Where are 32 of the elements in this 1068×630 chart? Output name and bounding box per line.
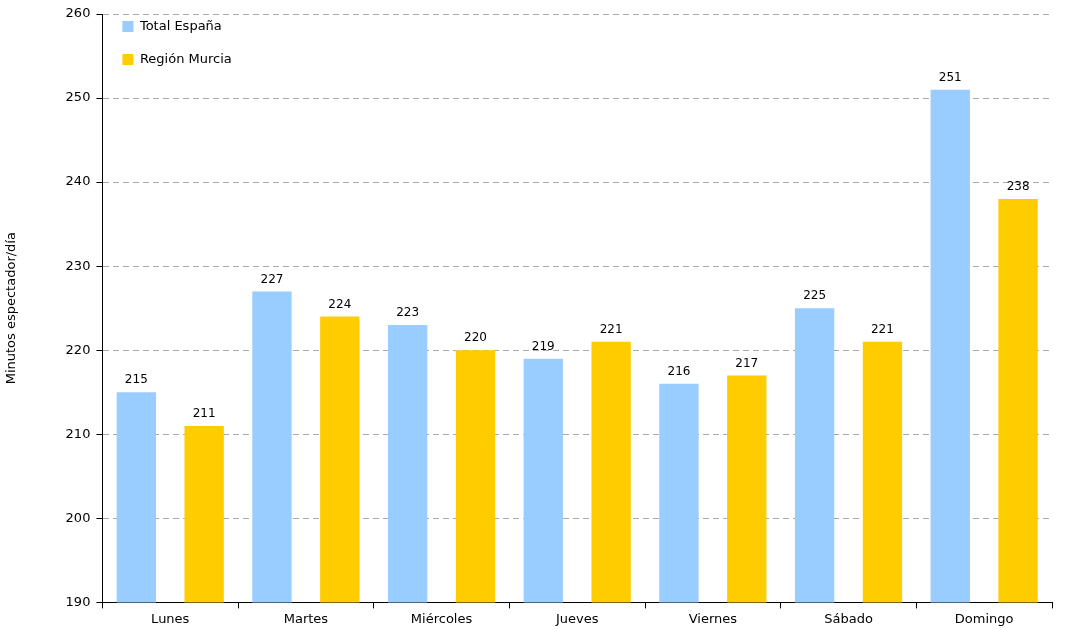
data-label: 225 bbox=[803, 288, 827, 303]
data-label: 224 bbox=[328, 296, 352, 311]
x-tick-label: Lunes bbox=[151, 610, 190, 626]
data-label: 217 bbox=[735, 355, 759, 370]
y-tick-label: 200 bbox=[65, 509, 91, 525]
x-tick-label: Miércoles bbox=[410, 610, 473, 626]
data-label: 227 bbox=[260, 271, 284, 286]
legend-label: Región Murcia bbox=[139, 50, 232, 66]
y-tick-label: 220 bbox=[65, 341, 91, 357]
data-label: 211 bbox=[192, 406, 216, 421]
data-label: 216 bbox=[667, 363, 691, 378]
x-tick-label: Jueves bbox=[554, 610, 599, 626]
data-label: 219 bbox=[531, 338, 555, 353]
data-label: 251 bbox=[938, 69, 962, 84]
data-label: 221 bbox=[870, 321, 894, 336]
legend-label: Total España bbox=[138, 17, 222, 33]
y-tick-label: 190 bbox=[65, 593, 91, 609]
y-tick-label: 260 bbox=[65, 5, 91, 21]
y-tick-label: 250 bbox=[65, 89, 91, 105]
data-label: 238 bbox=[1006, 179, 1030, 194]
data-label: 220 bbox=[464, 330, 487, 345]
y-tick-label: 230 bbox=[65, 257, 91, 273]
data-label: 221 bbox=[599, 321, 623, 336]
x-tick-label: Martes bbox=[283, 610, 329, 626]
x-tick-label: Viernes bbox=[688, 610, 738, 626]
y-tick-label: 210 bbox=[65, 425, 91, 441]
data-label: 223 bbox=[396, 305, 420, 320]
x-tick-label: Domingo bbox=[954, 610, 1014, 626]
y-axis-title: Minutos espectador/día bbox=[3, 232, 19, 385]
data-label: 215 bbox=[124, 372, 148, 387]
x-tick-label: Sábado bbox=[824, 610, 873, 626]
y-tick-label: 240 bbox=[65, 173, 91, 189]
